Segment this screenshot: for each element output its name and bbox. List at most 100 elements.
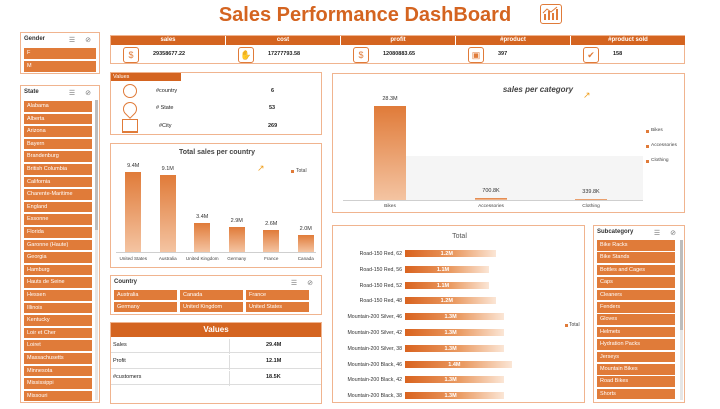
country-bar-value: 2.6M — [265, 220, 278, 227]
subcategory-item[interactable]: Fenders — [597, 302, 675, 313]
state-item[interactable]: Arizona — [24, 126, 92, 137]
product-bar-value: 1.1M — [436, 282, 450, 289]
category-legend-label: Clothing — [651, 158, 669, 163]
city-buildings-icon — [122, 119, 138, 133]
state-slicer: State ☰ ⊘ Alabama Alberta Arizona Bayern Bra… — [20, 85, 100, 403]
category-bar-value: 339.8K — [582, 188, 600, 195]
state-item[interactable]: Alabama — [24, 101, 92, 112]
kpi-header-3: #product — [456, 36, 570, 45]
kpi-strip: sales $29358677.22 cost ✋ 17277793.58 profit $… — [110, 35, 685, 64]
country-item[interactable]: United Kingdom — [180, 302, 243, 312]
state-item[interactable]: Hamburg — [24, 264, 92, 276]
state-item[interactable]: Missouri — [24, 390, 92, 402]
state-item[interactable]: England — [24, 201, 92, 213]
values-row-divider — [111, 368, 321, 369]
state-item[interactable]: Minnesota — [24, 365, 92, 377]
country-bar — [228, 227, 245, 252]
subcategory-item[interactable]: Gloves — [597, 314, 675, 325]
country-bar-value: 3.4M — [196, 214, 209, 221]
country-chart-title: Total sales per country — [178, 149, 256, 156]
subcategory-item[interactable]: Jerseys — [597, 351, 675, 363]
country-tick-label: United Kingdom — [185, 256, 219, 261]
category-tick-label: Bikes — [384, 204, 396, 209]
state-item[interactable]: British Columbia — [24, 164, 92, 175]
state-scrollbar[interactable] — [95, 100, 98, 400]
country-item[interactable]: United States — [246, 302, 309, 312]
subcategory-item[interactable]: Cleaners — [597, 289, 675, 301]
country-item[interactable]: Canada — [180, 290, 243, 300]
state-item[interactable]: Garonne (Haute) — [24, 239, 92, 251]
product-bar-label: Road-150 Red, 48 — [359, 298, 402, 305]
state-slicer-title: State — [24, 89, 39, 95]
subcategory-item[interactable]: Bottles and Cages — [597, 264, 675, 276]
map-pin-icon — [120, 99, 140, 119]
values-row-divider — [111, 352, 321, 353]
product-bar-label: Road-150 Red, 52 — [359, 282, 402, 289]
state-item[interactable]: California — [24, 176, 92, 188]
kpi-value-2: 12080883.65 — [383, 51, 416, 57]
subcategory-item[interactable]: Caps — [597, 277, 675, 288]
kpi-header-1: cost — [226, 36, 340, 45]
product-bar — [405, 250, 497, 257]
category-bar-value: 700.8K — [482, 187, 500, 194]
state-item[interactable]: Essonne — [24, 214, 92, 225]
state-item[interactable]: Hessen — [24, 290, 92, 301]
country-item[interactable]: France — [246, 290, 309, 300]
state-item[interactable]: Illinois — [24, 302, 92, 314]
state-item[interactable]: Charente-Maritime — [24, 189, 92, 200]
globe-icon — [123, 84, 137, 98]
category-bar-value: 28.3M — [382, 95, 398, 102]
state-item[interactable]: Florida — [24, 227, 92, 238]
product-bar — [405, 297, 497, 305]
state-item[interactable]: Hauts de Seine — [24, 277, 92, 288]
subcategory-item[interactable]: Hydration Packs — [597, 339, 675, 350]
state-item[interactable]: Mississippi — [24, 378, 92, 389]
gender-item-m[interactable]: M — [24, 61, 96, 72]
subcategory-item[interactable]: Mountain Bikes — [597, 364, 675, 375]
filter-clear-icon[interactable]: ☰ ⊘ — [68, 90, 95, 97]
state-item[interactable]: Brandenburg — [24, 151, 92, 162]
product-sales-chart: Total Total Road-150 Red, 62 1.2M Road-150… — [332, 225, 585, 403]
country-tick-label: France — [264, 256, 279, 261]
geo-values-panel: Values #country 6 # State 53 #City 269 — [110, 72, 322, 135]
subcategory-item[interactable]: Bike Racks — [597, 240, 675, 251]
country-item[interactable]: Australia — [114, 290, 177, 300]
values-row-label: #customers — [113, 374, 142, 380]
product-bar-value: 1.3M — [444, 345, 457, 352]
country-bar — [159, 174, 176, 252]
filter-clear-icon[interactable]: ☰ ⊘ — [68, 37, 95, 44]
state-item[interactable]: Kentucky — [24, 315, 92, 326]
category-tick-label: Clothing — [582, 204, 600, 209]
category-legend-swatch — [646, 145, 649, 148]
product-bar — [405, 329, 504, 336]
subcategory-item[interactable]: Helmets — [597, 326, 675, 338]
state-item[interactable]: Loir et Cher — [24, 327, 92, 339]
subcategory-item[interactable]: Shorts — [597, 388, 675, 400]
product-bar-label: Mountain-200 Silver, 38 — [347, 345, 402, 352]
product-bar — [405, 265, 489, 273]
gender-item-f[interactable]: F — [24, 48, 96, 59]
product-bar-value: 1.4M — [448, 361, 461, 368]
kpi-value-0: 29358677.22 — [153, 51, 186, 57]
money-bag-icon: $ — [123, 47, 139, 63]
product-bar-value: 1.3M — [444, 314, 457, 321]
state-item[interactable]: Georgia — [24, 252, 92, 263]
state-item[interactable]: Alberta — [24, 113, 92, 125]
state-item[interactable]: Loiret — [24, 340, 92, 351]
state-item[interactable]: Bayern — [24, 138, 92, 150]
country-bar-value: 9.1M — [161, 165, 174, 172]
country-item[interactable]: Germany — [114, 302, 177, 312]
filter-clear-icon[interactable]: ☰ ⊘ — [653, 230, 680, 237]
category-bar — [475, 197, 507, 200]
subcategory-scrollbar[interactable] — [680, 240, 683, 400]
product-bar-value: 1.2M — [440, 251, 453, 257]
trend-up-icon: ↗ — [257, 163, 265, 173]
product-bar — [405, 344, 504, 352]
state-item[interactable]: Massachusetts — [24, 353, 92, 364]
category-legend-label: Accessories — [651, 143, 677, 148]
subcategory-item[interactable]: Bike Stands — [597, 252, 675, 263]
filter-clear-icon[interactable]: ☰ ⊘ — [290, 280, 317, 287]
subcategory-item[interactable]: Road Bikes — [597, 376, 675, 387]
dashboard-chart-icon — [540, 4, 562, 24]
kpi-value-3: 397 — [498, 51, 508, 57]
